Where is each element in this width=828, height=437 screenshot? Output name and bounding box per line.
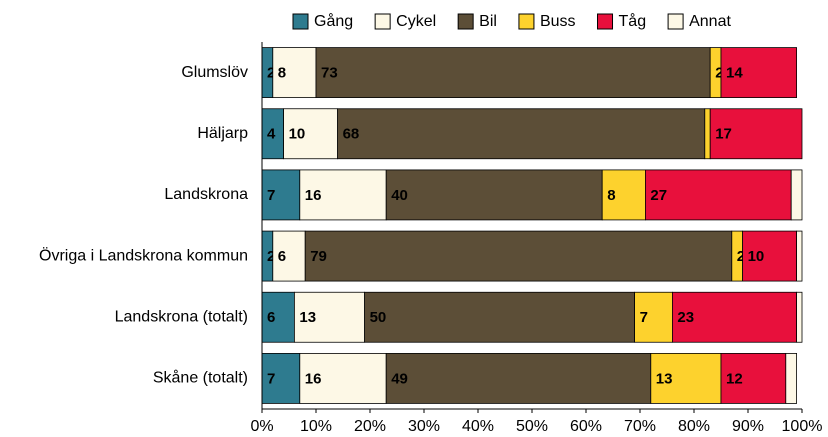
bar-segment xyxy=(299,353,387,404)
y-tick-label: Häljarp xyxy=(197,125,248,142)
x-tick-label: 90% xyxy=(732,418,764,435)
value-label: 17 xyxy=(715,126,732,143)
bar-segment xyxy=(337,108,706,160)
legend-swatch xyxy=(518,13,535,30)
bar-segment xyxy=(790,169,803,221)
x-tick-label: 60% xyxy=(570,418,602,435)
value-label: 10 xyxy=(748,248,765,265)
bar-segment xyxy=(385,169,603,221)
bar-segment xyxy=(796,230,803,282)
legend-label: Gång xyxy=(314,12,353,30)
bar-segment xyxy=(283,108,339,160)
value-label: 6 xyxy=(267,309,275,326)
value-label: 16 xyxy=(305,370,322,387)
value-label: 4 xyxy=(267,126,276,143)
bar-segment xyxy=(785,353,797,404)
x-tick-label: 20% xyxy=(354,418,386,435)
y-tick-label: Landskrona (totalt) xyxy=(115,308,248,325)
value-label: 8 xyxy=(278,65,286,82)
bar-segment xyxy=(304,230,733,282)
value-label: 50 xyxy=(370,309,387,326)
value-label: 7 xyxy=(640,309,648,326)
value-label: 10 xyxy=(289,126,306,143)
bar-segment xyxy=(364,291,636,343)
x-tick-label: 0% xyxy=(250,418,273,435)
value-label: 2 xyxy=(715,65,723,82)
x-tick-label: 100% xyxy=(782,418,823,435)
y-tick-label: Övriga i Landskrona kommun xyxy=(39,246,248,264)
legend-swatch xyxy=(667,13,684,30)
value-label: 40 xyxy=(391,187,408,204)
value-label: 49 xyxy=(391,370,408,387)
value-label: 7 xyxy=(267,370,275,387)
x-tick-label: 70% xyxy=(624,418,656,435)
value-label: 16 xyxy=(305,187,322,204)
x-tick-label: 30% xyxy=(408,418,440,435)
bar-segment xyxy=(709,108,803,160)
value-label: 2 xyxy=(737,248,745,265)
y-tick-label: Landskrona xyxy=(164,186,248,203)
bar-segment xyxy=(720,47,797,98)
legend-swatch xyxy=(457,13,474,30)
bar-segment xyxy=(385,353,652,404)
value-label: 8 xyxy=(607,187,615,204)
legend-label: Annat xyxy=(689,13,731,30)
bar-segment xyxy=(299,169,387,221)
y-tick-label: Skåne (totalt) xyxy=(153,369,248,387)
value-label: 6 xyxy=(278,248,286,265)
bar-segment xyxy=(261,353,301,404)
legend-swatch xyxy=(374,13,391,30)
x-tick-label: 10% xyxy=(300,418,332,435)
value-label: 13 xyxy=(299,309,316,326)
x-tick-label: 40% xyxy=(462,418,494,435)
x-tick-label: 80% xyxy=(678,418,710,435)
legend-label: Cykel xyxy=(396,13,436,30)
bar-segment xyxy=(796,291,803,343)
value-label: 73 xyxy=(321,65,338,82)
bar-segment xyxy=(272,230,306,282)
legend-label: Buss xyxy=(540,13,576,30)
legend-label: Bil xyxy=(479,13,497,30)
value-label: 12 xyxy=(726,370,743,387)
x-tick-label: 50% xyxy=(516,418,548,435)
bar-segment xyxy=(315,47,711,98)
value-label: 68 xyxy=(343,126,360,143)
bar-segment xyxy=(293,291,365,343)
legend-swatch xyxy=(292,13,309,30)
legend-label: Tåg xyxy=(619,12,647,30)
value-label: 23 xyxy=(677,309,694,326)
value-label: 27 xyxy=(650,187,667,204)
bar-segment xyxy=(704,108,711,160)
legend-swatch xyxy=(597,13,614,30)
y-tick-label: Glumslöv xyxy=(181,64,248,81)
bar-segment xyxy=(650,353,722,404)
bar-segment xyxy=(672,291,798,343)
value-label: 13 xyxy=(656,370,673,387)
value-label: 14 xyxy=(726,65,743,82)
value-label: 2 xyxy=(267,65,275,82)
value-label: 79 xyxy=(310,248,327,265)
value-label: 7 xyxy=(267,187,275,204)
bar-segment xyxy=(634,291,673,343)
bar-segment xyxy=(645,169,792,221)
value-label: 2 xyxy=(267,248,275,265)
